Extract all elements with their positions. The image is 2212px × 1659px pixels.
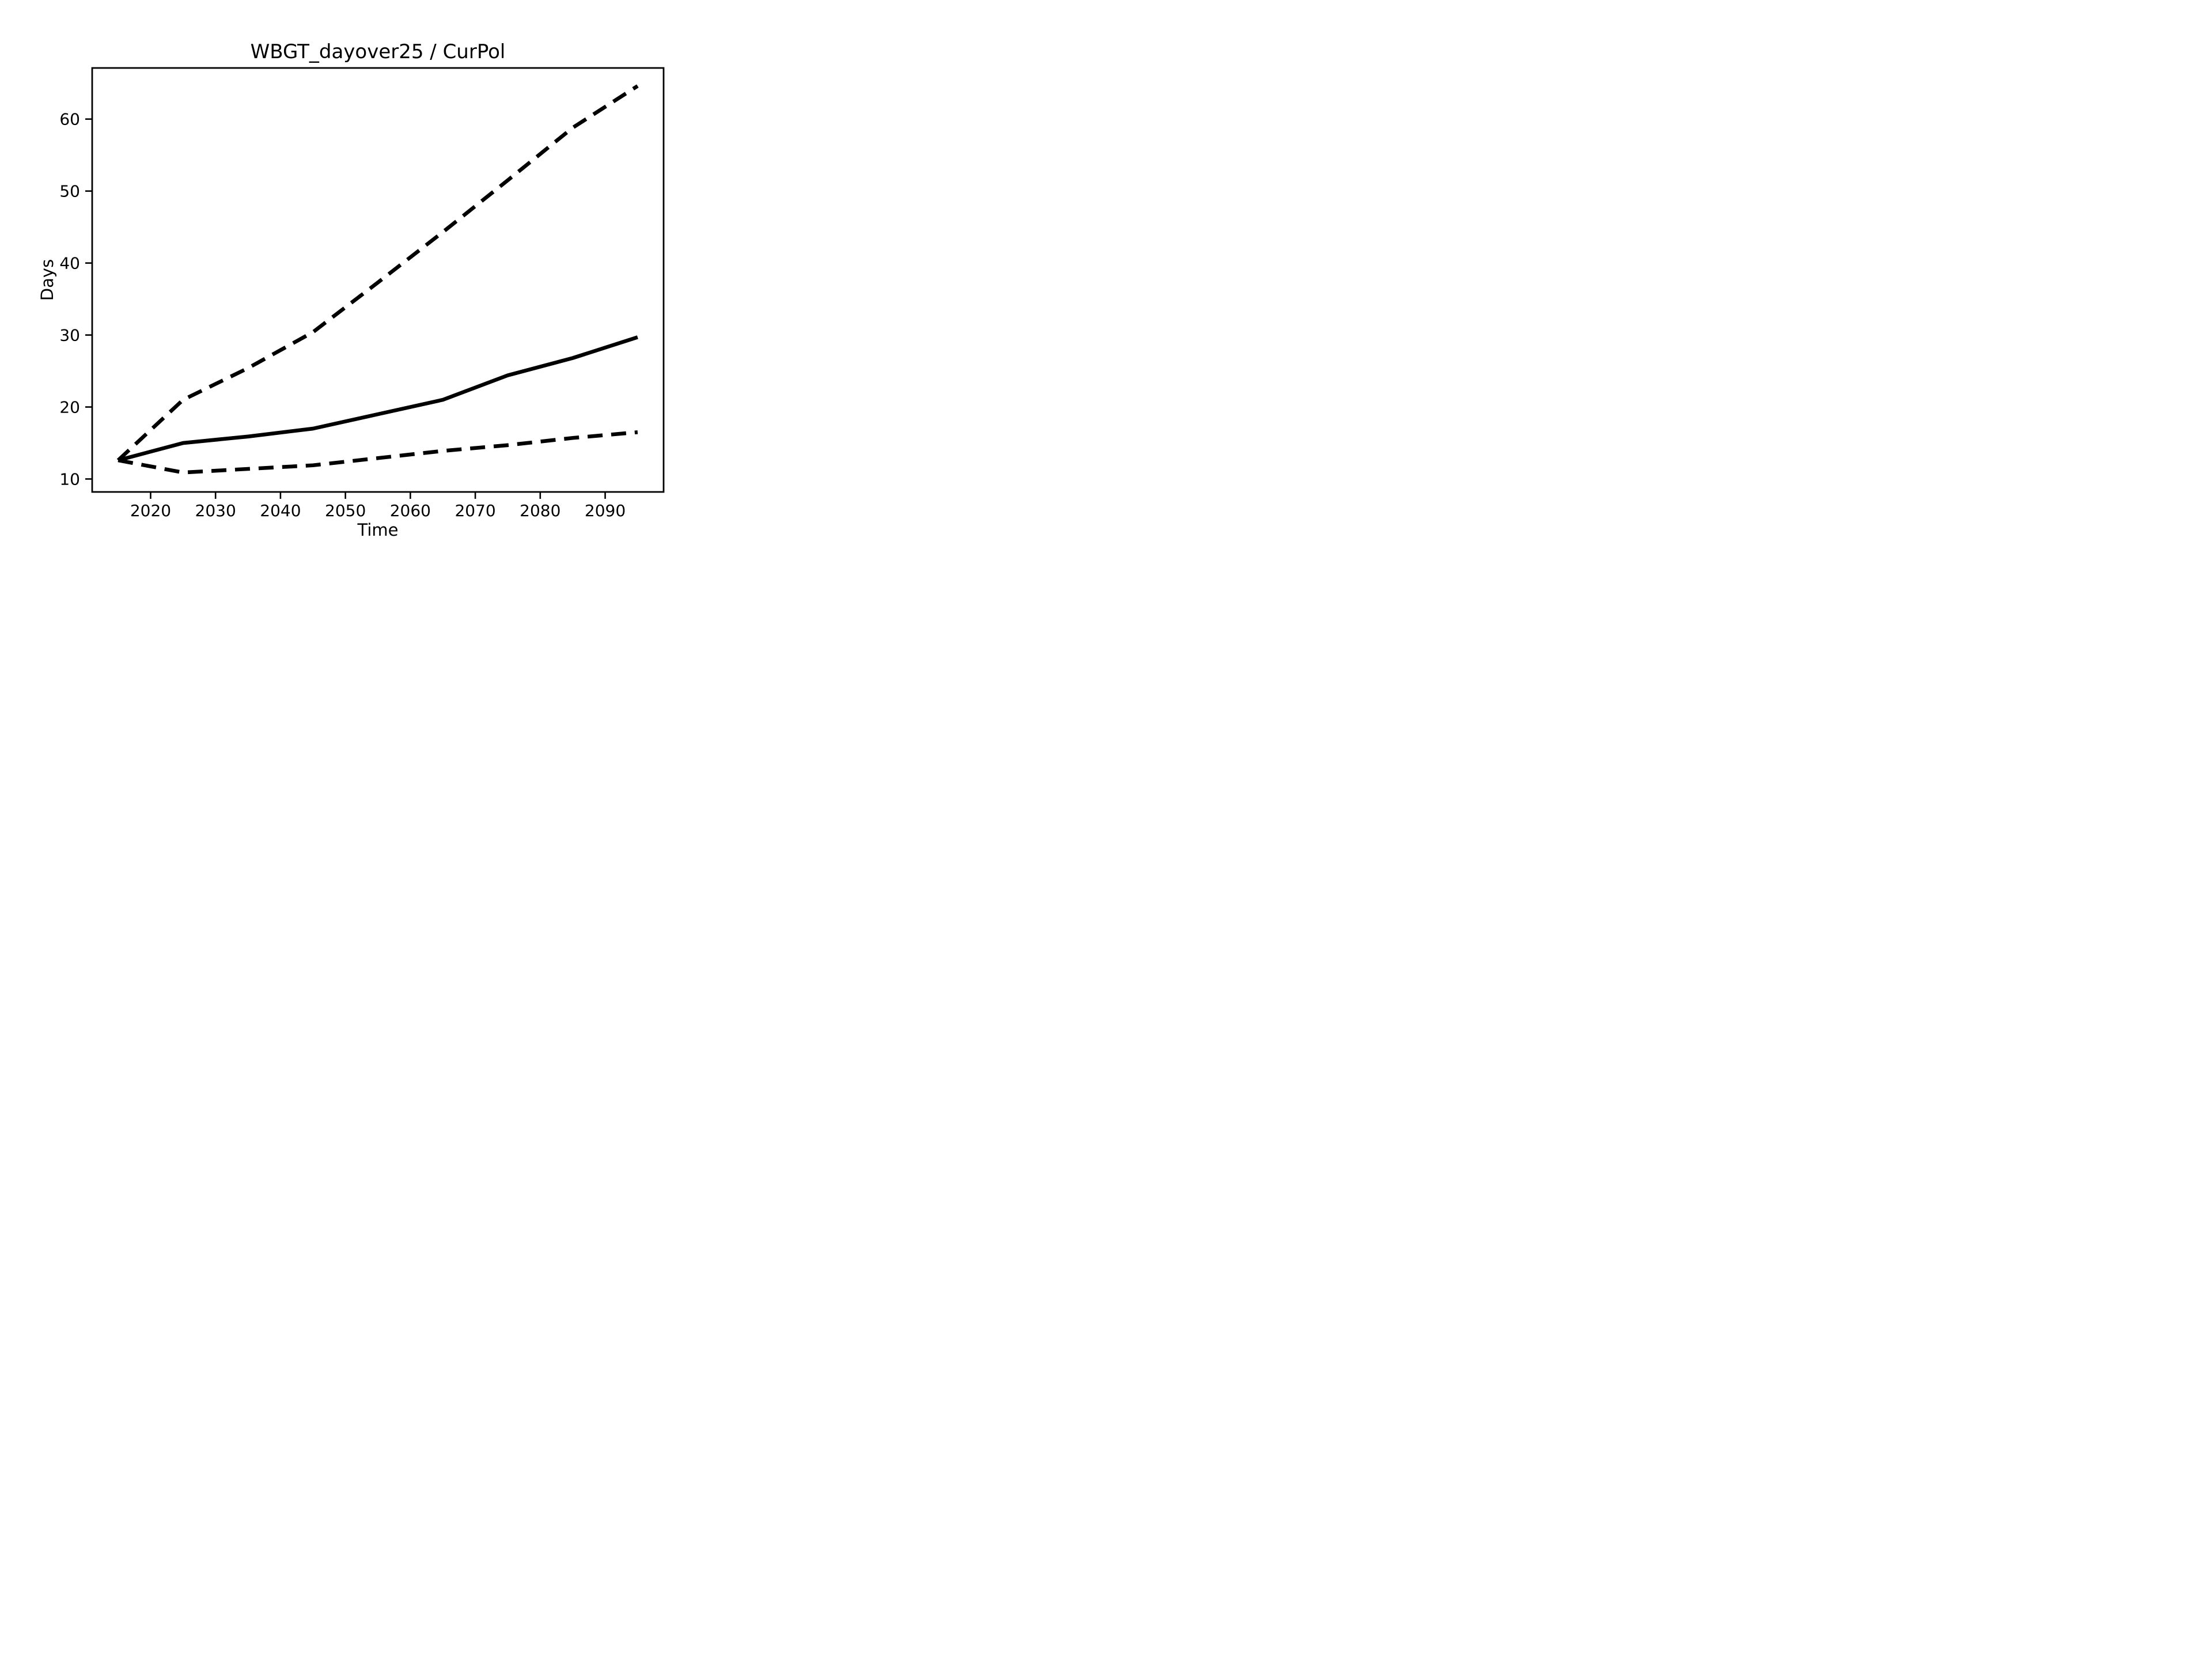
series-upper-bound-dashed — [116, 84, 639, 462]
y-tick-label: 10 — [59, 470, 80, 489]
y-tick-label: 50 — [59, 182, 80, 201]
chart-canvas: 2020 2030 2040 2050 2060 2070 2080 209010203040… — [59, 67, 665, 520]
x-tick-label: 2050 — [325, 501, 366, 520]
chart-title: WBGT_dayover25 / CurPol — [250, 40, 506, 63]
x-axis-label: Time — [357, 520, 399, 540]
x-tick-label: 2090 — [585, 501, 626, 520]
x-tick-label: 2040 — [260, 501, 301, 520]
x-tick-label: 2060 — [390, 501, 431, 520]
y-tick-label: 20 — [59, 398, 80, 417]
y-tick-label: 40 — [59, 254, 80, 273]
x-tick-label: 2080 — [520, 501, 560, 520]
x-tick-label: 2030 — [195, 501, 236, 520]
y-tick-label: 60 — [59, 110, 80, 129]
figure: WBGT_dayover25 / CurPol Days Time 2020 20… — [0, 0, 737, 553]
plot-border — [91, 67, 665, 493]
series-lower-bound-dashed — [118, 430, 638, 475]
x-tick-label: 2020 — [130, 501, 171, 520]
series-central-solid — [118, 335, 638, 463]
x-tick-label: 2070 — [454, 501, 495, 520]
y-tick-label: 30 — [59, 326, 80, 345]
